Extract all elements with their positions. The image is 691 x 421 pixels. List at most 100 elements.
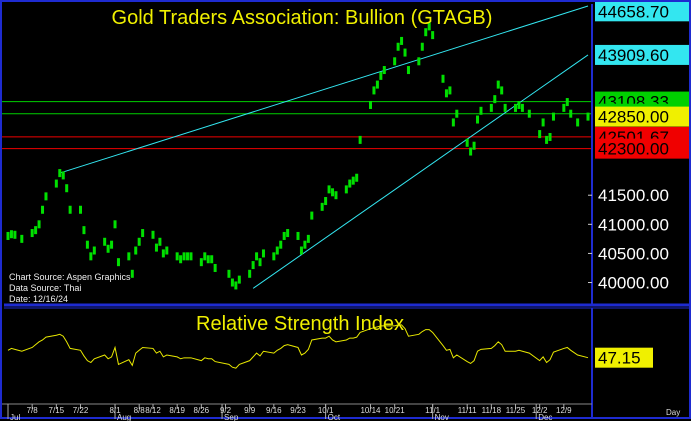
price-bar — [282, 231, 286, 240]
price-bar — [158, 237, 162, 246]
price-bar — [206, 255, 210, 264]
y-tick-label: 40500.00 — [598, 244, 669, 263]
price-bar — [299, 246, 303, 255]
price-bar — [58, 169, 62, 178]
rsi-title: Relative Strength Index — [196, 313, 404, 335]
price-bar — [379, 71, 383, 80]
price-bar — [500, 86, 504, 95]
x-tick-label: 10/14 — [360, 406, 381, 415]
price-bar — [68, 205, 72, 214]
x-tick-label: 11/11 — [458, 406, 477, 415]
x-tick-label: 12/9 — [556, 406, 572, 415]
price-tag-label: 43909.60 — [598, 46, 669, 65]
price-bar — [79, 205, 82, 214]
month-label: Oct — [328, 413, 341, 421]
price-bar — [310, 211, 314, 220]
price-tag-6: 42300.00 — [595, 138, 689, 159]
price-bar — [203, 252, 207, 261]
month-label: Aug — [117, 413, 131, 421]
price-bar — [151, 230, 155, 239]
price-bar — [37, 220, 41, 229]
price-bar — [372, 86, 376, 95]
price-bar — [154, 243, 158, 252]
rsi-tag-bg — [595, 347, 653, 368]
price-bar — [431, 31, 435, 40]
price-bar — [420, 42, 424, 51]
price-bar — [286, 229, 290, 238]
x-tick-label: 9/2 — [220, 406, 232, 415]
price-bar — [234, 281, 238, 290]
price-bar — [248, 269, 252, 278]
price-bar — [306, 234, 310, 243]
chart-title: Gold Traders Association: Bullion (GTAGB… — [112, 7, 493, 29]
price-bar — [296, 231, 300, 240]
x-tick-label: 8/8 — [134, 406, 146, 415]
price-bar — [175, 252, 179, 261]
price-bar — [227, 269, 231, 278]
x-tick-label: 11/25 — [506, 406, 526, 415]
price-bar — [30, 229, 34, 238]
price-bar — [517, 100, 521, 109]
price-bar — [441, 74, 445, 83]
price-bar — [137, 237, 141, 246]
time-unit-label: Day — [666, 408, 680, 417]
price-tag-label: 44658.70 — [598, 2, 669, 21]
price-bar — [551, 112, 555, 121]
price-bar — [103, 237, 107, 246]
price-bar — [210, 255, 214, 264]
price-bar — [127, 252, 131, 261]
price-bar — [34, 226, 38, 235]
price-tag-0: 44658.70 — [595, 2, 689, 22]
month-label: Jul — [10, 413, 20, 421]
price-bar — [520, 103, 524, 112]
price-bar — [444, 89, 448, 98]
x-tick-label: 8/19 — [169, 406, 185, 415]
price-bar — [272, 252, 276, 261]
price-bar — [400, 36, 404, 45]
x-tick-label: 9/9 — [244, 406, 256, 415]
price-bar — [448, 86, 452, 95]
price-bar — [344, 185, 348, 194]
price-bar — [562, 103, 566, 112]
price-tag-4: 42850.00 — [595, 106, 689, 127]
x-tick-label: 7/8 — [27, 406, 39, 415]
price-bar — [393, 57, 397, 66]
price-bar — [417, 57, 421, 66]
price-bar — [358, 135, 362, 144]
price-bar — [527, 109, 531, 118]
price-bar — [251, 261, 255, 270]
price-bar — [320, 202, 324, 211]
x-tick-label: 10/21 — [385, 406, 406, 415]
price-bar — [41, 205, 45, 214]
price-bar — [186, 252, 190, 261]
price-bar — [586, 112, 590, 121]
price-bar — [20, 234, 24, 243]
month-label: Sep — [224, 413, 239, 421]
price-bar — [324, 197, 328, 206]
price-bar — [565, 98, 569, 107]
price-bar — [406, 66, 410, 75]
x-tick-label: 9/16 — [266, 406, 282, 415]
price-bar — [396, 42, 400, 51]
price-bar — [182, 252, 186, 261]
price-bar — [179, 255, 183, 264]
price-bar — [113, 220, 117, 229]
price-bar — [199, 258, 203, 267]
month-label: Dec — [538, 413, 552, 421]
trendline-0 — [59, 5, 589, 174]
price-bar — [54, 179, 58, 188]
price-bar — [110, 240, 114, 249]
price-bar — [92, 246, 96, 255]
price-bar — [541, 118, 545, 127]
price-bar — [13, 230, 17, 239]
price-tag-bg — [595, 44, 689, 65]
price-tag-1: 43909.60 — [595, 44, 689, 65]
price-bar — [334, 191, 338, 200]
price-bar — [327, 185, 331, 194]
price-bar — [279, 240, 283, 249]
price-bar — [476, 115, 480, 124]
price-bar — [331, 188, 335, 197]
price-bar — [189, 252, 193, 261]
